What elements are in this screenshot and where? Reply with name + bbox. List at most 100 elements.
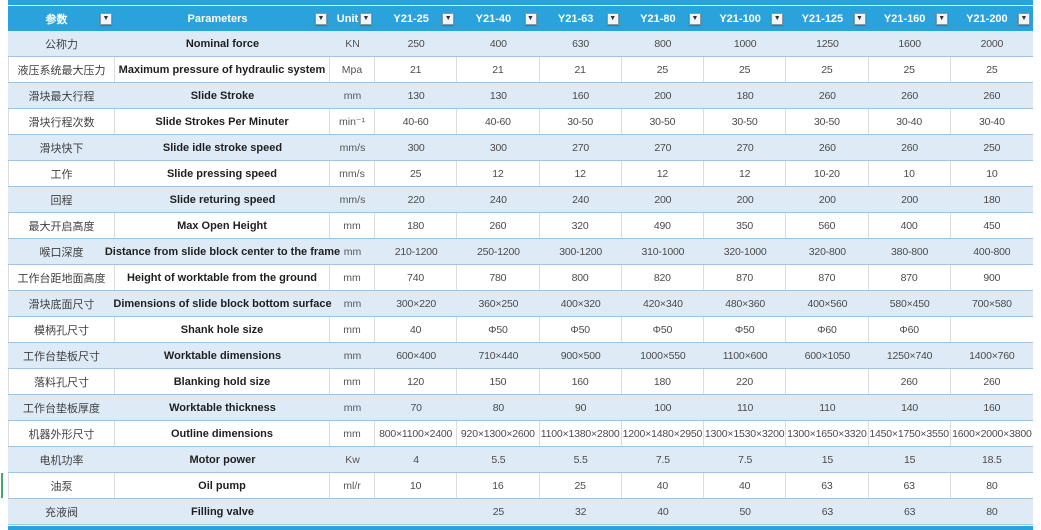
value-cell[interactable]: 150 [457, 369, 540, 394]
value-cell[interactable]: 160 [540, 369, 622, 394]
value-cell[interactable]: 240 [489, 193, 507, 206]
value-cell[interactable]: 12 [704, 161, 787, 186]
value-cell[interactable]: 800×1100×2400 [375, 421, 458, 446]
value-cell[interactable]: 63 [786, 473, 869, 498]
param-en-cell[interactable]: Outline dimensions [115, 421, 330, 446]
param-cn-cell[interactable]: 电机功率 [39, 454, 84, 467]
value-cell[interactable]: 900 [983, 271, 1001, 284]
unit-cell[interactable]: mm [343, 89, 362, 102]
value-cell[interactable]: 270 [736, 141, 754, 154]
value-cell[interactable]: 310-1000 [641, 245, 685, 258]
value-cell[interactable]: Φ50 [457, 317, 540, 342]
value-cell[interactable]: 15 [821, 453, 834, 466]
value-cell[interactable]: 40 [622, 473, 704, 498]
value-cell[interactable]: 80 [492, 401, 505, 414]
filter-dropdown-icon[interactable]: ▼ [853, 12, 866, 25]
param-cn-cell[interactable]: 滑块快下 [39, 142, 84, 155]
value-cell[interactable]: 800 [654, 37, 672, 50]
value-cell[interactable]: 21 [375, 57, 458, 82]
value-cell[interactable]: 16 [457, 473, 540, 498]
param-en-cell[interactable]: Motor power [189, 453, 256, 466]
value-cell[interactable]: 110 [819, 401, 836, 414]
param-cn-cell[interactable]: 回程 [50, 194, 73, 207]
value-cell[interactable]: Φ50 [540, 317, 622, 342]
value-cell[interactable]: 400 [869, 213, 951, 238]
value-cell[interactable]: 80 [986, 479, 998, 492]
value-cell[interactable]: 480×360 [725, 297, 766, 310]
value-cell[interactable] [375, 499, 457, 524]
unit-cell[interactable]: KN [345, 37, 360, 50]
value-cell[interactable]: 40 [375, 317, 458, 342]
model-header-cell[interactable]: Y21-80 ▼ [622, 6, 704, 31]
param-en-cell[interactable]: Distance from slide block center to the … [104, 245, 341, 258]
value-cell[interactable]: 700×580 [971, 297, 1012, 310]
value-cell[interactable]: 140 [901, 401, 919, 414]
value-cell[interactable]: 70 [410, 401, 422, 414]
unit-header-cell[interactable]: Unit ▼ [330, 6, 375, 31]
value-cell[interactable]: 260 [983, 375, 1001, 388]
value-cell[interactable]: 320-1000 [723, 245, 767, 258]
value-cell[interactable]: 1450×1750×3550 [869, 421, 951, 446]
param-cn-cell[interactable]: 工作台垫板厚度 [23, 402, 100, 415]
unit-cell[interactable]: mm [330, 213, 375, 238]
value-cell[interactable]: 600×1050 [804, 349, 851, 362]
value-cell[interactable]: 40-60 [375, 109, 458, 134]
param-en-cell[interactable]: Worktable thickness [169, 401, 276, 414]
value-cell[interactable]: 400-800 [973, 245, 1011, 258]
value-cell[interactable]: 220 [704, 369, 787, 394]
value-cell[interactable]: 12 [622, 161, 704, 186]
value-cell[interactable]: 7.5 [655, 453, 670, 466]
model-header-cell[interactable]: Y21-40 ▼ [457, 6, 539, 31]
unit-cell[interactable] [330, 499, 375, 524]
value-cell[interactable]: 100 [654, 401, 672, 414]
value-cell[interactable]: 63 [903, 505, 916, 518]
value-cell[interactable]: 870 [786, 265, 869, 290]
filter-dropdown-icon[interactable]: ▼ [1018, 12, 1030, 25]
unit-cell[interactable]: mm/s [339, 141, 366, 154]
value-cell[interactable]: 30-50 [704, 109, 787, 134]
param-en-cell[interactable]: Shank hole size [115, 317, 330, 342]
value-cell[interactable]: 10 [986, 167, 998, 180]
value-cell[interactable]: 180 [622, 369, 704, 394]
param-cn-cell[interactable]: 模柄孔尺寸 [8, 317, 115, 342]
param-cn-cell[interactable]: 滑块底面尺寸 [28, 298, 95, 311]
param-cn-cell[interactable]: 液压系统最大压力 [8, 57, 115, 82]
value-cell[interactable]: 12 [540, 161, 622, 186]
model-header-cell[interactable]: Y21-160 ▼ [869, 6, 951, 31]
filter-dropdown-icon[interactable]: ▼ [315, 12, 327, 25]
value-cell[interactable]: 200 [654, 89, 672, 102]
unit-cell[interactable]: mm/s [330, 161, 375, 186]
value-cell[interactable]: 30-50 [622, 109, 704, 134]
value-cell[interactable]: 710×440 [478, 349, 519, 362]
value-cell[interactable]: 780 [457, 265, 540, 290]
value-cell[interactable]: 250-1200 [476, 245, 520, 258]
value-cell[interactable]: 320-800 [808, 245, 846, 258]
value-cell[interactable]: 800 [540, 265, 622, 290]
value-cell[interactable]: 130 [407, 89, 425, 102]
value-cell[interactable]: 110 [737, 401, 754, 414]
value-cell[interactable]: 2000 [980, 37, 1004, 50]
value-cell[interactable]: 360×250 [478, 297, 519, 310]
value-cell[interactable]: 260 [901, 141, 919, 154]
value-cell[interactable] [786, 369, 869, 394]
value-cell[interactable]: 200 [654, 193, 672, 206]
unit-cell[interactable]: mm [343, 297, 362, 310]
value-cell[interactable]: 63 [869, 473, 951, 498]
value-cell[interactable]: 200 [818, 193, 836, 206]
value-cell[interactable]: 30-40 [978, 115, 1005, 128]
value-cell[interactable]: 200 [901, 193, 919, 206]
value-cell[interactable]: 250 [983, 141, 1001, 154]
param-en-cell[interactable]: Dimensions of slide block bottom surface [113, 297, 332, 310]
value-cell[interactable]: 920×1300×2600 [457, 421, 540, 446]
value-cell[interactable]: 5.5 [491, 453, 506, 466]
value-cell[interactable]: 160 [572, 89, 590, 102]
value-cell[interactable]: 260 [869, 369, 951, 394]
filter-dropdown-icon[interactable]: ▼ [524, 12, 537, 25]
unit-cell[interactable]: Kw [345, 453, 360, 466]
param-cn-cell[interactable]: 机器外形尺寸 [8, 421, 115, 446]
param-en-cell[interactable]: Slide Stroke [190, 89, 255, 102]
param-cn-cell[interactable]: 喉口深度 [39, 246, 84, 259]
value-cell[interactable]: 220 [407, 193, 425, 206]
value-cell[interactable]: 240 [572, 193, 590, 206]
value-cell[interactable]: 1400×760 [969, 349, 1015, 362]
